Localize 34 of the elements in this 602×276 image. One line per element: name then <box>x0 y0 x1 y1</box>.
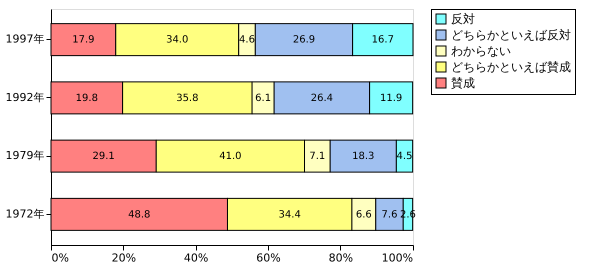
legend-label: わからない <box>451 44 511 58</box>
data-label: 34.0 <box>166 34 188 46</box>
data-label: 18.3 <box>352 151 374 162</box>
legend-label: どちらかといえば反対 <box>451 28 571 42</box>
data-label: 19.8 <box>76 92 98 104</box>
data-label: 4.6 <box>239 34 255 46</box>
legend-label: 賛成 <box>451 76 475 90</box>
data-label: 29.1 <box>92 151 115 162</box>
x-tick-label: 80% <box>328 252 354 264</box>
y-tick-label: 1992年 <box>6 90 44 104</box>
data-label: 11.9 <box>380 92 402 104</box>
legend-label: どちらかといえば賛成 <box>451 60 571 74</box>
y-tick-label: 1997年 <box>6 32 44 46</box>
data-label: 34.4 <box>278 209 301 220</box>
data-label: 26.4 <box>310 92 333 104</box>
data-label: 16.7 <box>372 34 394 46</box>
data-label: 4.5 <box>396 151 412 162</box>
x-tick-label: 0% <box>52 252 69 264</box>
data-label: 48.8 <box>128 209 150 220</box>
data-label: 35.8 <box>176 92 198 104</box>
data-label: 26.9 <box>292 34 316 46</box>
data-label: 7.1 <box>309 151 326 162</box>
data-label: 6.1 <box>255 92 272 104</box>
y-tick-label: 1979年 <box>6 149 44 162</box>
data-label: 41.0 <box>219 151 242 162</box>
data-label: 17.9 <box>72 34 94 46</box>
data-label: 6.6 <box>356 209 372 220</box>
x-tick-label: 40% <box>184 252 208 264</box>
x-tick-label: 60% <box>256 252 281 264</box>
y-tick-label: 1972年 <box>6 207 44 220</box>
x-tick-label: 20% <box>112 252 136 264</box>
data-label: 7.6 <box>382 209 398 220</box>
x-tick-label: 100% <box>382 252 414 264</box>
legend-label: 反対 <box>451 12 475 26</box>
